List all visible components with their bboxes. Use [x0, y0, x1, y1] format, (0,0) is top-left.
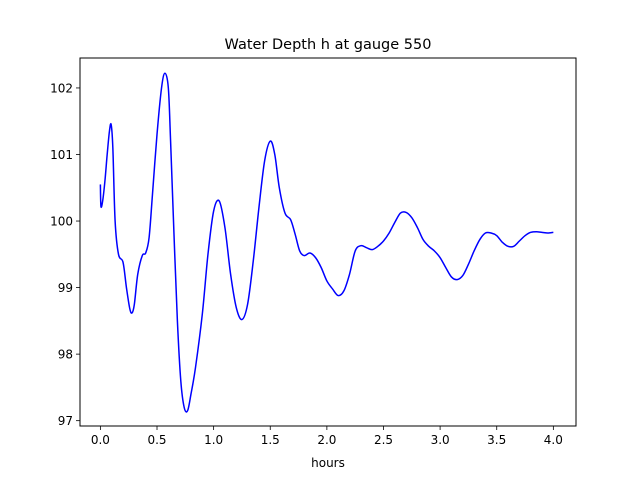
x-tick-label: 3.5: [487, 433, 506, 447]
x-tick-label: 1.5: [261, 433, 280, 447]
x-axis: 0.0 0.5 1.0 1.5 2.0 2.5 3.0 3.5 4.0: [91, 426, 563, 447]
x-axis-label: hours: [311, 456, 345, 470]
x-tick-label: 0.5: [147, 433, 166, 447]
x-tick-label: 4.0: [544, 433, 563, 447]
plot-frame: [79, 57, 577, 427]
y-tick-label: 97: [58, 414, 73, 428]
y-tick-label: 101: [50, 148, 73, 162]
y-tick-label: 98: [58, 348, 73, 362]
x-tick-label: 3.0: [431, 433, 450, 447]
x-tick-label: 2.5: [374, 433, 393, 447]
y-tick-label: 99: [58, 281, 73, 295]
chart-title: Water Depth h at gauge 550: [225, 37, 432, 53]
x-tick-label: 2.0: [317, 433, 336, 447]
y-tick-label: 100: [50, 215, 73, 229]
x-tick-label: 0.0: [91, 433, 110, 447]
x-tick-label: 1.0: [204, 433, 223, 447]
plot-area: [79, 57, 577, 427]
series-line: [99, 72, 554, 413]
y-tick-label: 102: [50, 81, 73, 95]
y-axis: 97 98 99 100 101 102: [50, 81, 80, 428]
